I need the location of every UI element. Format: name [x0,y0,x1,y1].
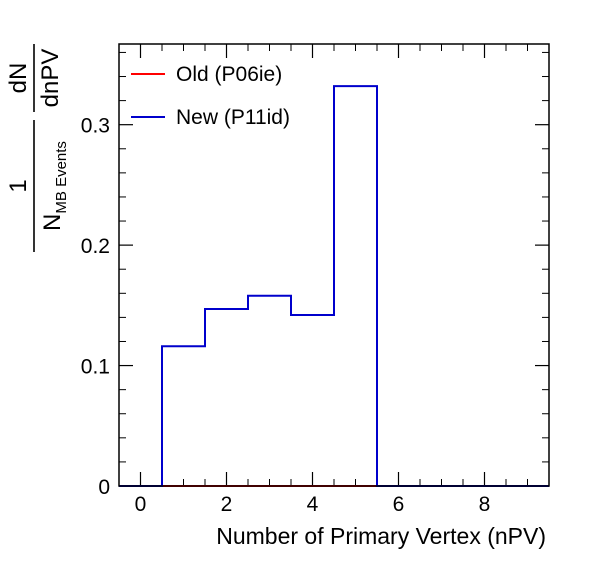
legend: Old (P06ie) New (P11id) [131,63,290,129]
y-axis-title-deriv-top: dN [5,63,32,94]
x-tick-label: 8 [479,493,491,516]
y-axis-title: 1 NMB Events dN dnPV [5,44,70,252]
y-tick-label: 0.3 [81,115,110,138]
y-tick-labels: 0 0.1 0.2 0.3 [81,115,110,499]
y-tick-label: 0.2 [81,235,110,258]
x-tick-label: 4 [307,493,319,516]
y-axis-title-denominator: NMB Events [39,141,70,231]
y-axis-title-denominator-sub: MB Events [53,141,70,214]
y-tick-label: 0 [98,476,110,499]
y-tick-label: 0.1 [81,356,110,379]
y-axis-title-numerator: 1 [5,179,32,192]
x-tick-label: 6 [393,493,405,516]
x-tick-labels: 0 2 4 6 8 [135,493,491,516]
plot-frame [118,43,550,487]
y-axis-title-denominator-main: N [39,214,66,231]
x-tick-label: 2 [221,493,233,516]
x-tick-label: 0 [135,493,147,516]
legend-label: New (P11id) [176,106,290,129]
x-axis-title: Number of Primary Vertex (nPV) [216,523,546,549]
legend-label: Old (P06ie) [176,63,282,86]
y-axis-title-deriv-bottom: dnPV [37,49,64,108]
